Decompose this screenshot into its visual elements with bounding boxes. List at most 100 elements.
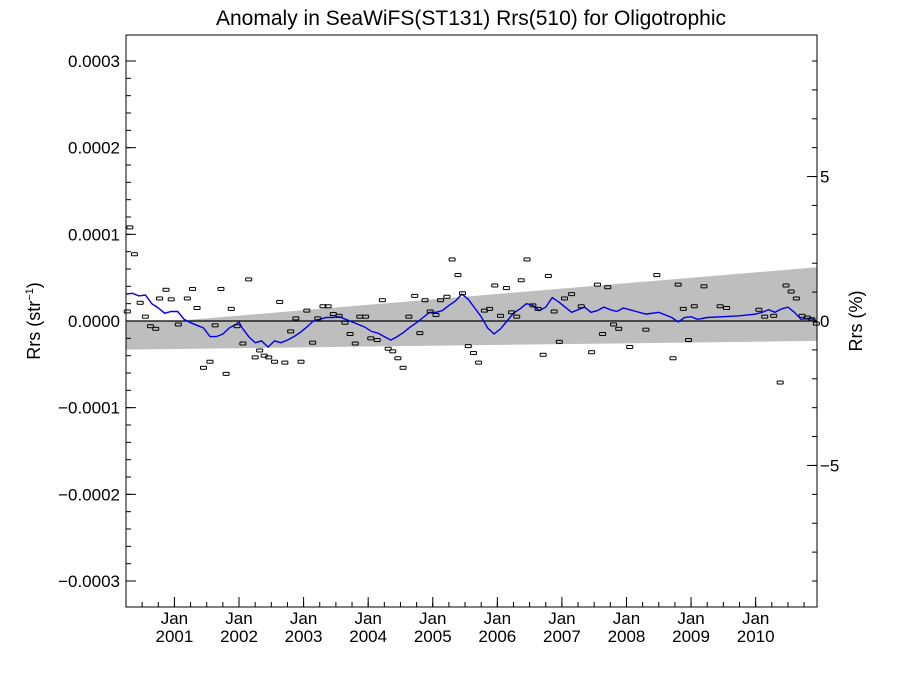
data-point (399, 365, 407, 370)
data-point (432, 312, 440, 317)
data-point (227, 306, 235, 311)
data-point (539, 352, 547, 357)
data-point (755, 307, 763, 312)
data-point (152, 326, 160, 331)
data-point (642, 327, 650, 332)
data-point (341, 320, 349, 325)
x-tick-month-label: Jan (484, 609, 511, 628)
x-tick-year-label: 2004 (349, 627, 387, 646)
data-point (615, 326, 623, 331)
y-axis-label-right: Rrs (%) (846, 291, 866, 352)
data-point (222, 371, 230, 376)
chart-title: Anomaly in SeaWiFS(ST131) Rrs(510) for O… (216, 7, 726, 30)
x-tick-year-label: 2006 (478, 627, 516, 646)
x-tick-month-label: Jan (677, 609, 704, 628)
data-point (199, 365, 207, 370)
data-point (141, 314, 149, 319)
data-point (351, 341, 359, 346)
data-point (281, 360, 289, 365)
data-point (475, 360, 483, 365)
data-point (464, 344, 472, 349)
data-point (405, 314, 413, 319)
x-tick-year-label: 2003 (285, 627, 323, 646)
data-point (723, 306, 731, 310)
data-point (162, 287, 170, 292)
data-point (502, 286, 510, 291)
data-point (700, 284, 708, 289)
data-point (346, 332, 354, 336)
data-point (271, 359, 279, 364)
data-point (523, 257, 531, 262)
x-tick-month-label: Jan (742, 609, 769, 628)
y-tick-label: −0.0002 (58, 485, 120, 504)
x-tick-year-label: 2010 (737, 627, 775, 646)
x-tick-year-label: 2005 (414, 627, 452, 646)
y-axis-right: 5 0 −5 (807, 60, 839, 582)
x-axis: Jan2001Jan2002Jan2003Jan2004Jan2005Jan20… (125, 597, 805, 646)
data-point (787, 289, 795, 294)
x-tick-year-label: 2009 (672, 627, 710, 646)
data-point (458, 291, 466, 296)
y-tick-label: 0.0003 (68, 52, 120, 71)
data-point (544, 273, 552, 278)
data-point (193, 306, 201, 310)
data-point (421, 298, 429, 303)
x-tick-month-label: Jan (419, 609, 446, 628)
x-tick-month-label: Jan (290, 609, 317, 628)
data-point (593, 282, 601, 287)
data-point (653, 273, 661, 278)
data-point (761, 314, 769, 319)
data-point (303, 308, 311, 313)
y-tick-label: 0.0001 (68, 225, 120, 244)
data-point (454, 273, 462, 278)
data-point (136, 300, 144, 305)
x-tick-month-label: Jan (548, 609, 575, 628)
data-point (716, 304, 724, 309)
data-point (448, 257, 456, 262)
x-tick-year-label: 2008 (608, 627, 646, 646)
data-point (529, 303, 537, 308)
data-point (314, 316, 322, 321)
data-point (292, 316, 300, 321)
data-point (389, 349, 397, 354)
data-point (550, 309, 558, 314)
data-point (513, 314, 521, 319)
plot-area (123, 225, 820, 385)
data-point (411, 293, 419, 298)
data-point (251, 355, 259, 360)
x-tick-year-label: 2007 (543, 627, 581, 646)
data-point (812, 321, 820, 326)
data-point (123, 309, 131, 314)
y-axis-left: 0.0003 0.0002 0.0001 0.0000 −0.0001 −0.0002 −0… (58, 52, 136, 591)
data-point (497, 313, 505, 318)
data-point (491, 283, 499, 288)
data-point (206, 359, 214, 364)
data-point (443, 294, 451, 299)
data-point (373, 338, 381, 343)
data-point (276, 299, 284, 304)
data-point (560, 296, 568, 301)
data-point (437, 298, 445, 303)
data-point (174, 322, 182, 327)
x-tick-month-label: Jan (225, 609, 252, 628)
data-point (394, 356, 402, 361)
data-point (626, 345, 634, 349)
data-point (233, 324, 241, 329)
data-point (508, 310, 516, 315)
data-point (776, 380, 784, 385)
data-point (679, 306, 687, 311)
data-point (674, 282, 682, 287)
data-point (690, 304, 698, 309)
data-point (297, 359, 305, 364)
x-tick-month-label: Jan (613, 609, 640, 628)
x-tick-year-label: 2001 (156, 627, 194, 646)
data-point (782, 283, 790, 288)
y2-tick-label: 0 (820, 312, 829, 331)
data-point (126, 225, 134, 230)
y-axis-label-left-close: ) (24, 282, 44, 288)
y-axis-label-left-sup: −1 (24, 288, 36, 301)
data-point (324, 304, 332, 309)
data-point (287, 329, 295, 334)
x-tick-month-label: Jan (354, 609, 381, 628)
data-point (599, 332, 607, 336)
